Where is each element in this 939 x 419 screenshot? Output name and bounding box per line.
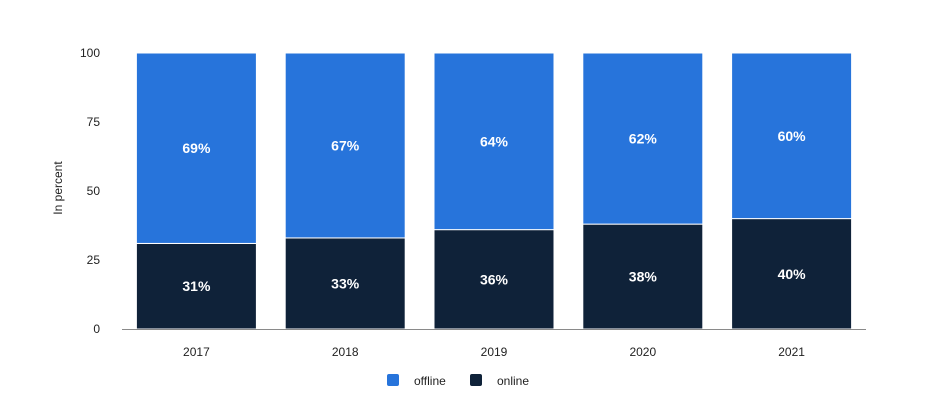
data-label-online-2019: 36%: [480, 271, 509, 287]
y-tick-label: 0: [93, 322, 100, 336]
data-label-online-2017: 31%: [182, 278, 211, 294]
y-tick-label: 100: [80, 46, 100, 60]
data-label-offline-2019: 64%: [480, 133, 509, 149]
legend-label-offline: offline: [414, 374, 446, 388]
data-labels: 31% 69% 33% 67% 36% 64% 38% 62% 40% 60%: [182, 128, 806, 294]
y-tick-label: 25: [87, 253, 101, 267]
x-tick-label: 2017: [183, 345, 210, 359]
data-label-online-2018: 33%: [331, 275, 360, 291]
y-axis-ticks: 0 25 50 75 100: [80, 46, 100, 336]
bar-offline-2017: [135, 52, 257, 244]
data-label-offline-2021: 60%: [778, 128, 807, 144]
data-label-offline-2020: 62%: [629, 131, 658, 147]
data-label-offline-2018: 67%: [331, 137, 360, 153]
bar-offline-2021: [731, 52, 853, 220]
x-tick-label: 2021: [778, 345, 805, 359]
x-tick-label: 2018: [332, 345, 359, 359]
legend-swatch-online: [470, 374, 482, 386]
y-tick-label: 75: [87, 115, 101, 129]
x-axis-ticks: 2017 2018 2019 2020 2021: [183, 345, 805, 359]
bar-offline-2019: [433, 52, 555, 231]
legend-label-online: online: [497, 374, 529, 388]
bar-online-2019: [433, 229, 555, 330]
data-label-online-2020: 38%: [629, 269, 658, 285]
legend-swatch-offline: [387, 374, 399, 386]
x-tick-label: 2019: [481, 345, 508, 359]
bar-offline-2020: [582, 52, 704, 225]
data-label-online-2021: 40%: [778, 266, 807, 282]
bar-offline-2018: [284, 52, 406, 239]
y-tick-label: 50: [87, 184, 101, 198]
legend: offline online: [387, 374, 529, 388]
data-label-offline-2017: 69%: [182, 140, 211, 156]
bars: [135, 52, 853, 330]
bar-online-2017: [135, 242, 257, 330]
y-axis-title: In percent: [51, 161, 65, 215]
x-tick-label: 2020: [629, 345, 656, 359]
